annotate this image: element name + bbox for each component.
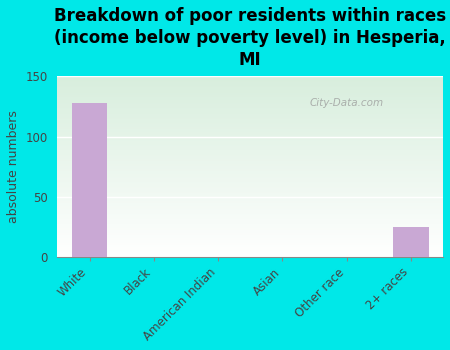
Title: Breakdown of poor residents within races
(income below poverty level) in Hesperi: Breakdown of poor residents within races… (54, 7, 446, 69)
Bar (72, 103, 107, 257)
Text: City-Data.com: City-Data.com (310, 98, 384, 108)
Bar (393, 226, 428, 257)
Y-axis label: absolute numbers: absolute numbers (7, 110, 20, 223)
